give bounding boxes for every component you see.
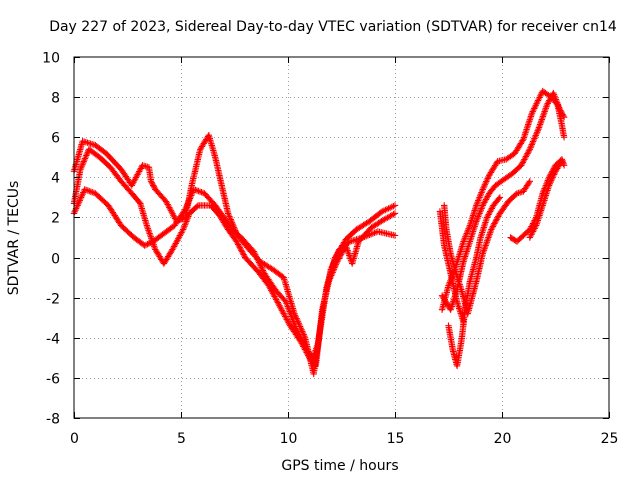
y-tick-label: -8 bbox=[46, 412, 60, 428]
marker-trace bbox=[445, 194, 504, 370]
y-tick-label: -6 bbox=[46, 372, 60, 388]
x-tick-label: 10 bbox=[280, 431, 298, 447]
chart-title: Day 227 of 2023, Sidereal Day-to-day VTE… bbox=[49, 19, 617, 35]
y-tick-label: 0 bbox=[51, 252, 60, 268]
y-tick-label: 4 bbox=[51, 171, 60, 187]
y-tick-label: 10 bbox=[42, 51, 60, 67]
y-axis-ticks: -8 -6 -4 -2 0 2 4 6 8 10 bbox=[42, 51, 609, 428]
x-tick-label: 15 bbox=[387, 431, 405, 447]
x-axis-ticks: 0 5 10 15 20 25 bbox=[70, 57, 618, 447]
y-tick-label: -4 bbox=[46, 332, 60, 348]
x-tick-label: 20 bbox=[494, 431, 512, 447]
series-track-I bbox=[526, 158, 566, 241]
marker-trace bbox=[526, 158, 566, 241]
y-tick-label: 2 bbox=[51, 211, 60, 227]
x-axis-label: GPS time / hours bbox=[281, 458, 398, 474]
series-track-F bbox=[441, 178, 533, 317]
plot-frame bbox=[73, 56, 610, 419]
x-tick-label: 5 bbox=[177, 431, 186, 447]
y-tick-label: 6 bbox=[51, 131, 60, 147]
x-tick-label: 0 bbox=[70, 431, 79, 447]
y-axis-label: SDTVAR / TECUs bbox=[6, 181, 22, 296]
marker-trace bbox=[441, 178, 533, 317]
y-tick-label: -2 bbox=[46, 292, 60, 308]
y-tick-label: 8 bbox=[51, 91, 60, 107]
series-track-J bbox=[436, 208, 467, 325]
series-track-G bbox=[445, 194, 504, 370]
x-tick-label: 25 bbox=[601, 431, 619, 447]
marker-trace bbox=[436, 208, 467, 325]
